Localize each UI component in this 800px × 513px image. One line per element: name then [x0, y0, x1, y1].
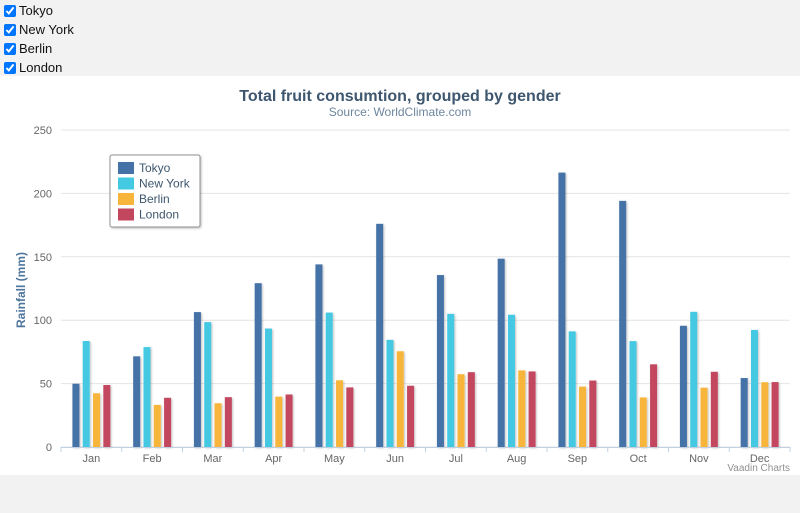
bar-new-york-apr[interactable] [264, 328, 272, 447]
toggle-berlin[interactable]: Berlin [4, 39, 74, 58]
bar-tokyo-may[interactable] [315, 264, 323, 447]
x-tick-label-oct: Oct [630, 453, 647, 465]
bar-berlin-oct[interactable] [639, 397, 647, 447]
bar-tokyo-jan[interactable] [72, 383, 80, 447]
bar-berlin-jun[interactable] [396, 351, 404, 447]
bar-new-york-aug[interactable] [507, 314, 515, 447]
x-tick-label-jul: Jul [449, 453, 463, 465]
bar-berlin-mar[interactable] [214, 403, 222, 447]
bar-london-jun[interactable] [407, 385, 415, 447]
bar-tokyo-jul[interactable] [436, 275, 444, 447]
y-tick-label: 250 [34, 125, 52, 137]
toggle-new-york-label: New York [19, 22, 74, 37]
bar-new-york-oct[interactable] [629, 341, 637, 447]
bar-tokyo-oct[interactable] [619, 200, 627, 447]
bar-tokyo-feb[interactable] [133, 356, 141, 447]
bar-london-feb[interactable] [164, 397, 172, 447]
bar-berlin-apr[interactable] [275, 396, 283, 447]
x-tick-label-feb: Feb [143, 453, 162, 465]
bar-berlin-dec[interactable] [761, 382, 769, 447]
toggle-london[interactable]: London [4, 58, 74, 77]
bar-new-york-jun[interactable] [386, 339, 394, 447]
bar-new-york-may[interactable] [325, 312, 333, 447]
bar-berlin-jan[interactable] [93, 393, 101, 447]
toggle-berlin-checkbox[interactable] [4, 42, 16, 55]
legend-swatch-berlin[interactable] [118, 193, 134, 205]
legend-swatch-tokyo[interactable] [118, 162, 134, 174]
bar-london-aug[interactable] [528, 371, 536, 447]
toggle-berlin-label: Berlin [19, 41, 53, 56]
x-tick-label-nov: Nov [689, 453, 709, 465]
bar-new-york-jan[interactable] [82, 340, 90, 447]
y-axis-title: Rainfall (mm) [14, 252, 28, 328]
bar-tokyo-aug[interactable] [497, 258, 505, 447]
legend-label-new-york[interactable]: New York [139, 177, 191, 191]
y-tick-label: 200 [34, 188, 52, 200]
bar-berlin-jul[interactable] [457, 374, 465, 447]
bar-berlin-nov[interactable] [700, 387, 708, 447]
bar-new-york-dec[interactable] [750, 329, 758, 447]
toggle-new-york-checkbox[interactable] [4, 23, 16, 36]
bar-tokyo-nov[interactable] [679, 325, 687, 447]
x-tick-label-mar: Mar [203, 453, 222, 465]
bar-berlin-feb[interactable] [153, 404, 161, 447]
bar-berlin-aug[interactable] [518, 370, 526, 447]
bar-tokyo-jun[interactable] [376, 223, 384, 447]
credits-label[interactable]: Vaadin Charts [727, 463, 790, 474]
x-tick-label-sep: Sep [568, 453, 588, 465]
bar-london-dec[interactable] [771, 382, 779, 447]
legend-label-tokyo[interactable]: Tokyo [139, 161, 171, 175]
bar-london-mar[interactable] [224, 397, 232, 447]
bar-london-jan[interactable] [103, 384, 111, 447]
bar-london-jul[interactable] [467, 372, 475, 447]
bar-new-york-feb[interactable] [143, 347, 151, 447]
bar-new-york-mar[interactable] [204, 322, 212, 447]
bar-london-oct[interactable] [650, 364, 658, 447]
series-toggle-list: Tokyo New York Berlin London [4, 1, 74, 77]
bar-berlin-may[interactable] [336, 380, 344, 447]
x-tick-label-aug: Aug [507, 453, 527, 465]
x-tick-label-may: May [324, 453, 345, 465]
y-tick-label: 0 [46, 442, 52, 454]
bar-london-may[interactable] [346, 387, 354, 447]
bar-new-york-nov[interactable] [690, 311, 698, 447]
x-tick-label-apr: Apr [265, 453, 282, 465]
bar-tokyo-mar[interactable] [193, 312, 201, 447]
y-tick-label: 100 [34, 315, 52, 327]
chart-subtitle: Source: WorldClimate.com [329, 105, 472, 119]
x-tick-label-jan: Jan [83, 453, 101, 465]
chart-container: Total fruit consumtion, grouped by gende… [0, 76, 800, 475]
bar-new-york-sep[interactable] [568, 331, 576, 447]
bar-london-sep[interactable] [589, 380, 597, 447]
x-tick-label-dec: Dec [750, 453, 770, 465]
legend-label-london[interactable]: London [139, 208, 179, 222]
legend-swatch-london[interactable] [118, 208, 134, 221]
x-tick-label-jun: Jun [386, 453, 404, 465]
y-tick-label: 50 [40, 379, 52, 391]
chart-title: Total fruit consumtion, grouped by gende… [239, 88, 560, 105]
bar-london-apr[interactable] [285, 394, 293, 447]
bar-tokyo-apr[interactable] [254, 283, 262, 447]
column-chart: Total fruit consumtion, grouped by gende… [14, 88, 791, 474]
bar-berlin-sep[interactable] [579, 386, 587, 447]
y-tick-label: 150 [34, 252, 52, 264]
legend-label-berlin[interactable]: Berlin [139, 192, 170, 206]
toggle-london-label: London [19, 60, 63, 75]
toggle-new-york[interactable]: New York [4, 20, 74, 39]
bar-tokyo-sep[interactable] [558, 172, 566, 447]
bar-london-nov[interactable] [710, 371, 718, 447]
bar-tokyo-dec[interactable] [740, 378, 748, 447]
toggle-london-checkbox[interactable] [4, 61, 16, 74]
toggle-tokyo-checkbox[interactable] [4, 4, 16, 17]
toggle-tokyo[interactable]: Tokyo [4, 1, 74, 20]
toggle-tokyo-label: Tokyo [19, 3, 53, 18]
bar-new-york-jul[interactable] [447, 313, 455, 447]
legend-swatch-new-york[interactable] [118, 177, 134, 190]
